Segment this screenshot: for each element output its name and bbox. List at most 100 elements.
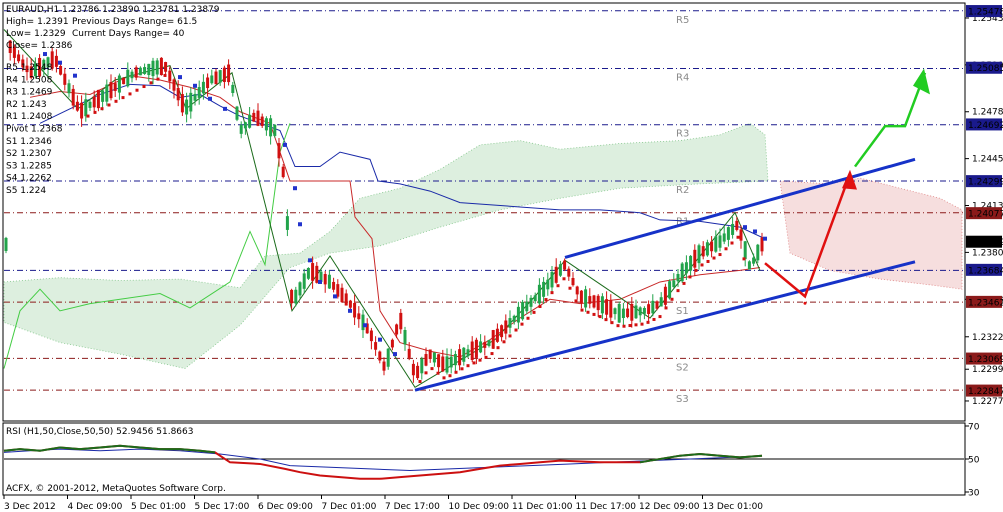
trend-marker-red (616, 324, 620, 328)
trend-marker-red (436, 371, 440, 375)
pivot-list-item: R4 1.2508 (6, 75, 53, 85)
channel-upper-line (564, 157, 916, 259)
trend-marker-red (149, 81, 153, 85)
candle-body (470, 341, 474, 360)
trend-marker-red (418, 379, 422, 383)
candle-body (231, 84, 235, 93)
candle-body (567, 268, 571, 277)
candle-body (466, 349, 470, 357)
price-box (966, 235, 1002, 248)
pivot-list-item: R3 1.2469 (6, 88, 53, 98)
candle-body (122, 77, 126, 85)
candle-body (756, 244, 760, 261)
trend-marker-red (442, 376, 446, 380)
candle-body (256, 110, 260, 126)
level-label: R4 (676, 72, 689, 83)
pivot-list-item: R5 1.2548 (6, 63, 53, 73)
trend-marker-red (706, 259, 710, 263)
trend-marker-red (562, 277, 566, 281)
trend-marker-red (163, 73, 167, 77)
price-box (966, 384, 1002, 397)
time-tick-label: 3 Dec 2012 (4, 502, 56, 512)
main-plot-frame (2, 2, 966, 422)
red-dot (803, 301, 807, 305)
time-tick-label: 11 Dec 17:00 (576, 502, 637, 512)
candle-body (483, 341, 487, 348)
candle-body (101, 90, 105, 102)
user-drawings[interactable] (414, 68, 930, 392)
trend-marker-red (86, 114, 90, 118)
candle-body (550, 271, 554, 288)
price-box (966, 61, 1002, 74)
trend-marker-red (592, 312, 596, 316)
price-tick-label: 1.24780 (972, 108, 1003, 118)
candle-body (672, 280, 676, 288)
time-tick-label: 4 Dec 09:00 (68, 502, 123, 512)
level-label: S2 (676, 362, 689, 373)
trend-marker-blue (753, 229, 757, 234)
trend-marker-red (622, 324, 626, 328)
candle-body (235, 106, 239, 120)
trend-marker-red (580, 308, 584, 312)
price-box-label: 1.25478 (968, 8, 1003, 18)
candle-body (689, 255, 693, 271)
trend-marker-red (604, 318, 608, 322)
trend-marker-red (628, 324, 632, 328)
candle-body (147, 63, 151, 76)
trend-marker-red (490, 352, 494, 356)
candle-body (336, 284, 340, 297)
candle-body (252, 112, 256, 122)
price-box (966, 175, 1002, 188)
time-tick-label: 13 Dec 01:00 (703, 502, 764, 512)
candle-body (54, 55, 58, 67)
pivot-list-item: S5 1.224 (6, 186, 46, 196)
candle-body (739, 229, 743, 241)
candle-body (222, 67, 226, 82)
candle-body (361, 314, 365, 331)
candle-body (655, 301, 659, 309)
candle-body (449, 356, 453, 368)
rsi-title: RSI (H1,50,Close,50,50) 52.9456 51.8663 (6, 427, 193, 437)
copyright-text: ACFX, © 2001-2012, MetaQuotes Software C… (6, 484, 226, 494)
trend-marker-blue (208, 96, 212, 101)
candle-body (760, 237, 764, 252)
trend-marker-red (520, 322, 524, 326)
price-box-label: 1.24299 (968, 178, 1003, 188)
candle-body (210, 75, 214, 84)
price-box-label: 1.23684 (968, 266, 1003, 276)
kumo-green (3, 122, 769, 369)
candle-body (563, 260, 567, 270)
price-tick-label: 1.23805 (972, 248, 1003, 258)
price-box (966, 295, 1002, 308)
candle-body (344, 293, 348, 306)
trend-marker-red (448, 374, 452, 378)
trend-marker-red (664, 306, 668, 310)
trend-marker-red (634, 323, 638, 327)
trend-marker-red (93, 110, 97, 114)
candle-body (617, 304, 621, 323)
trend-marker-blue (293, 186, 297, 191)
candle-body (588, 296, 592, 304)
candle-body (407, 348, 411, 358)
candle-body (227, 64, 231, 83)
pivot-list-item: Pivot 1.2368 (6, 125, 63, 135)
candle-body (705, 242, 709, 256)
candle-body (684, 262, 688, 274)
candle-body (369, 330, 373, 342)
trend-marker-red (424, 371, 428, 375)
candle-body (12, 46, 16, 58)
candle-body (357, 313, 361, 320)
candle-body (697, 245, 701, 264)
candle-body (638, 307, 642, 316)
trend-marker-blue (193, 83, 197, 88)
trend-marker-red (121, 96, 125, 100)
candle-body (25, 65, 29, 73)
time-tick-label: 12 Dec 09:00 (639, 502, 700, 512)
red-arrowhead (842, 169, 857, 190)
candle-body (298, 282, 302, 296)
candle-body (201, 81, 205, 94)
candle-body (600, 296, 604, 314)
level-label: S1 (676, 306, 689, 317)
trend-marker-red (128, 92, 132, 96)
